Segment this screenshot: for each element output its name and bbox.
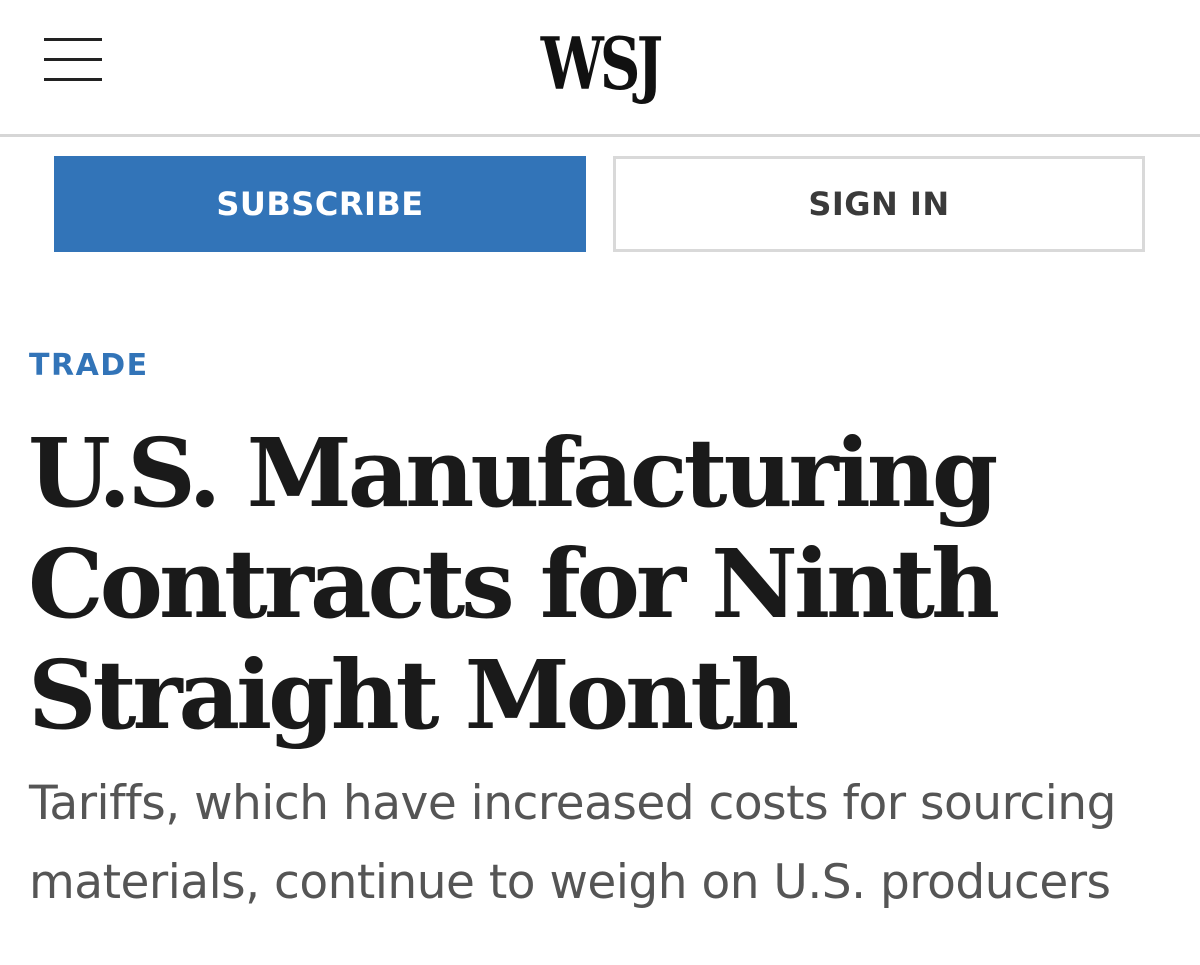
article-summary: Tariffs, which have increased costs for …	[29, 764, 1179, 922]
summary-line: Tariffs, which have increased costs for …	[29, 776, 1116, 831]
article-headline: U.S. Manufacturing Contracts for Ninth S…	[28, 418, 1178, 751]
hamburger-menu-icon[interactable]	[44, 36, 104, 86]
menu-bar	[44, 78, 102, 81]
section-label[interactable]: TRADE	[29, 348, 149, 383]
menu-bar	[44, 58, 102, 61]
wsj-logo[interactable]: WSJ	[540, 21, 663, 106]
headline-line: Contracts for Ninth	[28, 529, 1000, 640]
sign-in-button[interactable]: SIGN IN	[613, 156, 1145, 252]
headline-line: Straight Month	[28, 640, 799, 751]
site-header: WSJ	[0, 0, 1200, 137]
headline-line: U.S. Manufacturing	[28, 418, 998, 529]
summary-line: materials, continue to weigh on U.S. pro…	[29, 855, 1111, 910]
subscribe-button[interactable]: SUBSCRIBE	[54, 156, 586, 252]
menu-bar	[44, 38, 102, 41]
